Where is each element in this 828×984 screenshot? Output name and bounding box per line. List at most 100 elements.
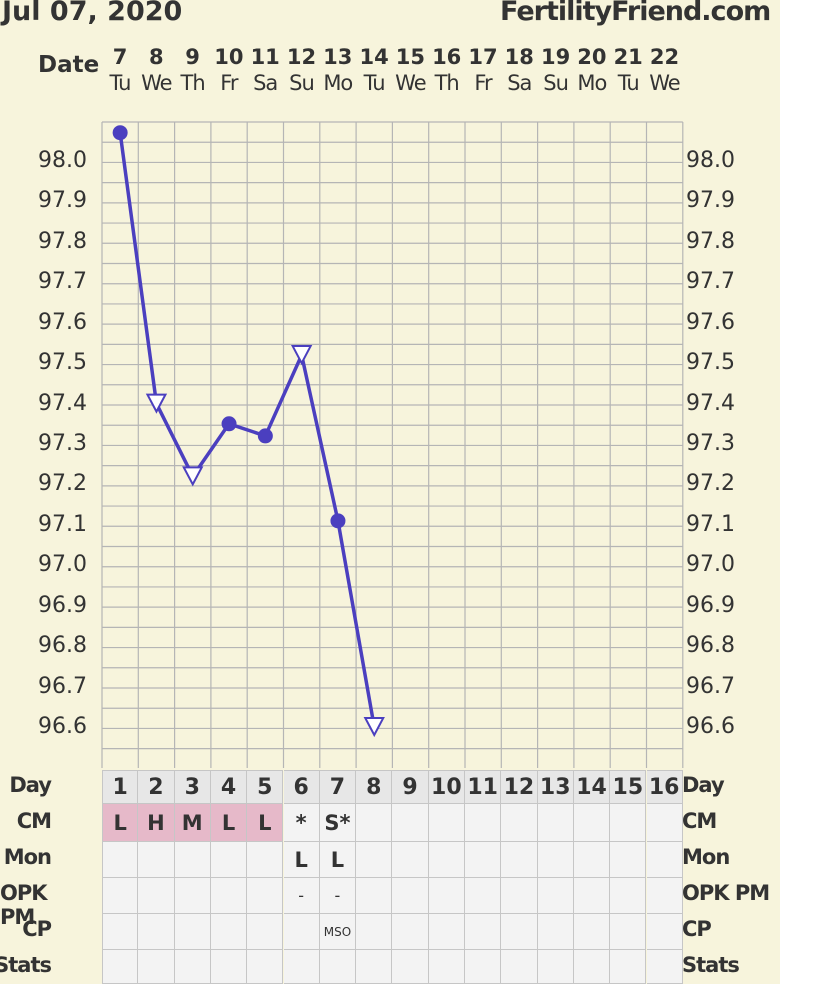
mon-row-cell bbox=[537, 842, 574, 878]
y-tick-label: 97.0 bbox=[38, 552, 87, 578]
day-row-cell: 3 bbox=[174, 770, 211, 804]
date-column: 7 Tu bbox=[102, 44, 138, 96]
opk-row-cell bbox=[610, 878, 647, 914]
y-tick-label: 97.6 bbox=[686, 309, 735, 335]
stats-row-cell bbox=[646, 950, 683, 984]
weekday-label: We bbox=[395, 71, 426, 95]
opk-row-cell bbox=[210, 878, 248, 914]
temperature-point-open-triangle bbox=[182, 466, 204, 487]
day-row-cell: 16 bbox=[646, 770, 683, 804]
mon-row-cell bbox=[247, 842, 284, 878]
date-number: 15 bbox=[395, 45, 425, 69]
date-number: 12 bbox=[286, 45, 317, 69]
weekday-label: Sa bbox=[253, 71, 278, 95]
cm-row-cell bbox=[573, 804, 611, 842]
temperature-point bbox=[112, 125, 128, 141]
cm-row-cell: H bbox=[138, 804, 175, 842]
cp-row-cell bbox=[102, 914, 139, 950]
y-tick-label: 96.6 bbox=[686, 714, 735, 739]
day-row-cell: 10 bbox=[428, 770, 465, 804]
cm-row-cell: L bbox=[210, 804, 248, 842]
date-number: 20 bbox=[577, 45, 607, 69]
stats-row-cell bbox=[465, 950, 502, 984]
cm-row-cell bbox=[610, 804, 647, 842]
opk-row-cell bbox=[174, 878, 211, 914]
mon-row-cell bbox=[646, 842, 683, 878]
day-row-cell: 1 bbox=[102, 770, 139, 804]
stats-row-label-left: Stats bbox=[0, 953, 52, 977]
stats-row-cell bbox=[210, 950, 248, 984]
date-number: 18 bbox=[504, 45, 534, 69]
date-number: 10 bbox=[214, 45, 244, 69]
temperature-point-open-triangle bbox=[363, 717, 385, 738]
date-column: 14 Tu bbox=[356, 44, 392, 96]
opk-row-cell: - bbox=[283, 878, 320, 914]
day-row-cell: 8 bbox=[356, 770, 393, 804]
stats-row-cell bbox=[102, 950, 139, 984]
day-row-cell: 15 bbox=[610, 770, 647, 804]
date-number: 9 bbox=[185, 45, 200, 69]
opk-row-cell bbox=[646, 878, 683, 914]
opk-row-cell bbox=[392, 878, 429, 914]
mon-row-cell bbox=[465, 842, 502, 878]
cp-row-cell bbox=[356, 914, 393, 950]
opk-row-cell bbox=[537, 878, 574, 914]
y-tick-label: 96.9 bbox=[686, 592, 735, 618]
date-column: 17 Fr bbox=[465, 44, 501, 96]
day-row-cell: 9 bbox=[392, 770, 429, 804]
date-number: 8 bbox=[148, 45, 164, 69]
day-row-cell: 7 bbox=[319, 770, 357, 804]
site-name: FertilityFriend.com bbox=[500, 0, 771, 27]
cm-row-cell bbox=[501, 804, 538, 842]
date-number: 11 bbox=[250, 45, 280, 69]
weekday-label: We bbox=[141, 71, 172, 95]
chart-date: Jul 07, 2020 bbox=[2, 0, 183, 27]
cp-row-cell bbox=[283, 914, 320, 950]
day-row-cell: 6 bbox=[283, 770, 320, 804]
stats-row-cell bbox=[573, 950, 611, 984]
cp-row-cell: MSO bbox=[319, 914, 357, 950]
day-row-cell: 5 bbox=[247, 770, 284, 804]
weekday-label: Su bbox=[289, 71, 315, 95]
cp-row-cell bbox=[465, 914, 502, 950]
opk-row-label-left: OPK PM bbox=[0, 881, 48, 929]
weekday-label: Fr bbox=[474, 71, 492, 95]
opk-row-cell bbox=[356, 878, 393, 914]
stats-row-cell bbox=[392, 950, 429, 984]
y-tick-label: 97.2 bbox=[686, 471, 735, 497]
y-tick-label: 96.7 bbox=[38, 673, 87, 699]
date-column: 9 Th bbox=[175, 44, 211, 96]
weekday-label: Mo bbox=[577, 71, 607, 95]
cm-row-cell bbox=[465, 804, 502, 842]
mon-row-cell: L bbox=[283, 842, 320, 878]
stats-row-cell bbox=[537, 950, 574, 984]
y-tick-label: 97.5 bbox=[686, 350, 735, 376]
mon-row-label-right: Mon bbox=[682, 845, 730, 869]
date-column: 11 Sa bbox=[247, 44, 283, 96]
y-tick-label: 96.8 bbox=[38, 633, 87, 659]
date-column: 20 Mo bbox=[574, 44, 610, 96]
weekday-label: Th bbox=[434, 71, 460, 95]
y-tick-label: 97.0 bbox=[686, 552, 735, 578]
y-tick-label: 97.5 bbox=[38, 350, 87, 376]
date-column: 22 We bbox=[647, 44, 683, 96]
cp-row-cell bbox=[537, 914, 574, 950]
stats-row-cell bbox=[283, 950, 320, 984]
stats-row-label-right: Stats bbox=[682, 953, 740, 977]
y-tick-label: 97.3 bbox=[38, 431, 87, 456]
date-column: 16 Th bbox=[429, 44, 465, 96]
day-row-cell: 14 bbox=[573, 770, 611, 804]
opk-row-cell bbox=[465, 878, 502, 914]
date-column: 10 Fr bbox=[211, 44, 247, 96]
date-row-label: Date bbox=[38, 52, 100, 78]
cm-row-cell: M bbox=[174, 804, 211, 842]
mon-row-cell: L bbox=[319, 842, 357, 878]
date-number: 14 bbox=[359, 45, 389, 69]
date-column: 12 Su bbox=[284, 44, 320, 96]
y-tick-label: 97.8 bbox=[38, 228, 87, 254]
date-number: 17 bbox=[468, 45, 498, 69]
y-tick-label: 97.4 bbox=[38, 390, 87, 416]
y-tick-label: 98.0 bbox=[686, 148, 735, 173]
temperature-point bbox=[257, 428, 273, 444]
